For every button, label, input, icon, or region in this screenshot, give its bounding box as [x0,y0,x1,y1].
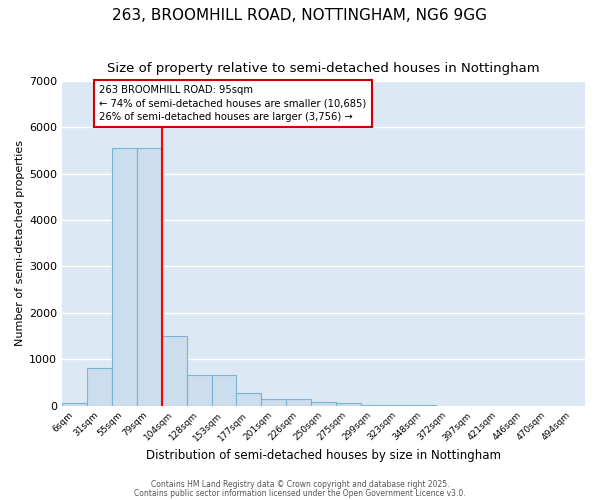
Bar [336,404,361,406]
Bar [236,393,262,406]
Y-axis label: Number of semi-detached properties: Number of semi-detached properties [15,140,25,346]
Bar [262,398,286,406]
Bar [112,148,137,406]
Bar [137,148,162,406]
Bar [87,368,112,406]
Text: 263, BROOMHILL ROAD, NOTTINGHAM, NG6 9GG: 263, BROOMHILL ROAD, NOTTINGHAM, NG6 9GG [113,8,487,22]
Bar [286,398,311,406]
Bar [212,376,236,406]
X-axis label: Distribution of semi-detached houses by size in Nottingham: Distribution of semi-detached houses by … [146,450,501,462]
Bar [311,402,336,406]
Bar [162,336,187,406]
Text: Contains HM Land Registry data © Crown copyright and database right 2025.: Contains HM Land Registry data © Crown c… [151,480,449,489]
Text: Contains public sector information licensed under the Open Government Licence v3: Contains public sector information licen… [134,488,466,498]
Bar [187,376,212,406]
Title: Size of property relative to semi-detached houses in Nottingham: Size of property relative to semi-detach… [107,62,540,76]
Bar [62,404,87,406]
Text: 263 BROOMHILL ROAD: 95sqm
← 74% of semi-detached houses are smaller (10,685)
26%: 263 BROOMHILL ROAD: 95sqm ← 74% of semi-… [100,86,367,122]
